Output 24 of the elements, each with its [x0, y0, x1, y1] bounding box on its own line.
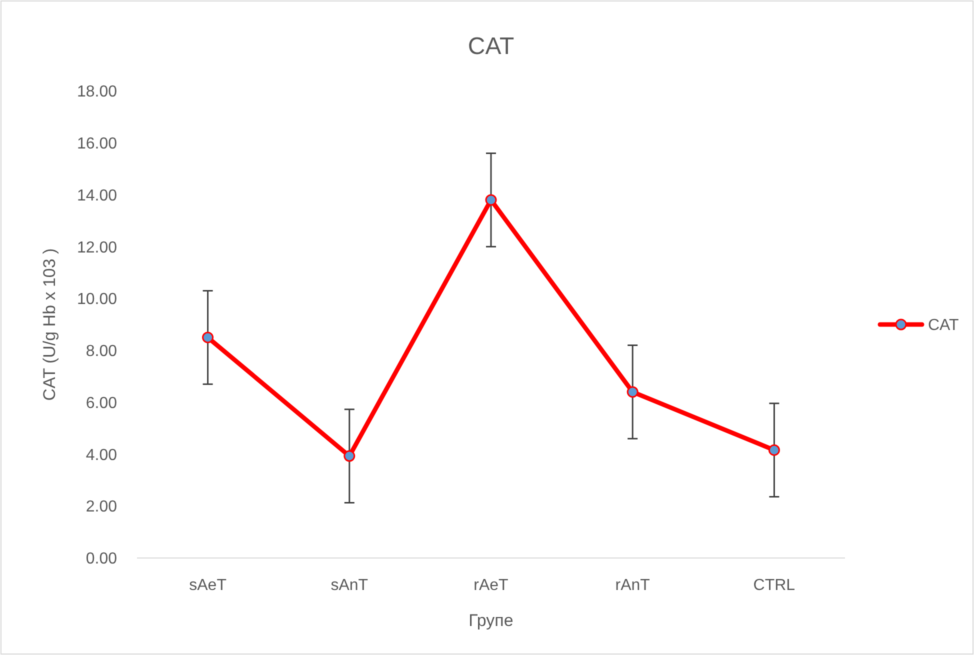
- y-tick-label: 2.00: [86, 498, 118, 516]
- y-tick-label: 4.00: [86, 446, 118, 464]
- point: [768, 444, 780, 456]
- y-tick-label: 14.00: [76, 187, 118, 204]
- chart-title: CAT: [468, 33, 514, 60]
- point: [626, 386, 638, 398]
- x-tick-label: rAeT: [474, 577, 509, 594]
- legend-label: CAT: [928, 317, 960, 334]
- y-tick-label: 16.00: [76, 135, 118, 152]
- x-tick-label: sAnT: [330, 577, 368, 594]
- x-axis-title: Групе: [468, 611, 514, 630]
- point: [344, 450, 356, 462]
- point: [202, 332, 214, 344]
- point: [485, 194, 497, 206]
- y-tick-label: 18.00: [76, 84, 118, 101]
- x-tick-label: rAnT: [615, 577, 650, 594]
- x-tick-label: CTRL: [753, 577, 796, 594]
- y-tick-label: 0.00: [86, 550, 118, 568]
- y-tick-label: 12.00: [76, 239, 118, 256]
- y-axis-title: CAT (U/g Hb x 103 ): [40, 248, 59, 401]
- x-tick-label: sAeT: [189, 577, 227, 594]
- y-tick-label: 10.00: [76, 291, 118, 308]
- y-tick-label: 6.00: [86, 394, 118, 412]
- y-tick-label: 8.00: [86, 343, 118, 360]
